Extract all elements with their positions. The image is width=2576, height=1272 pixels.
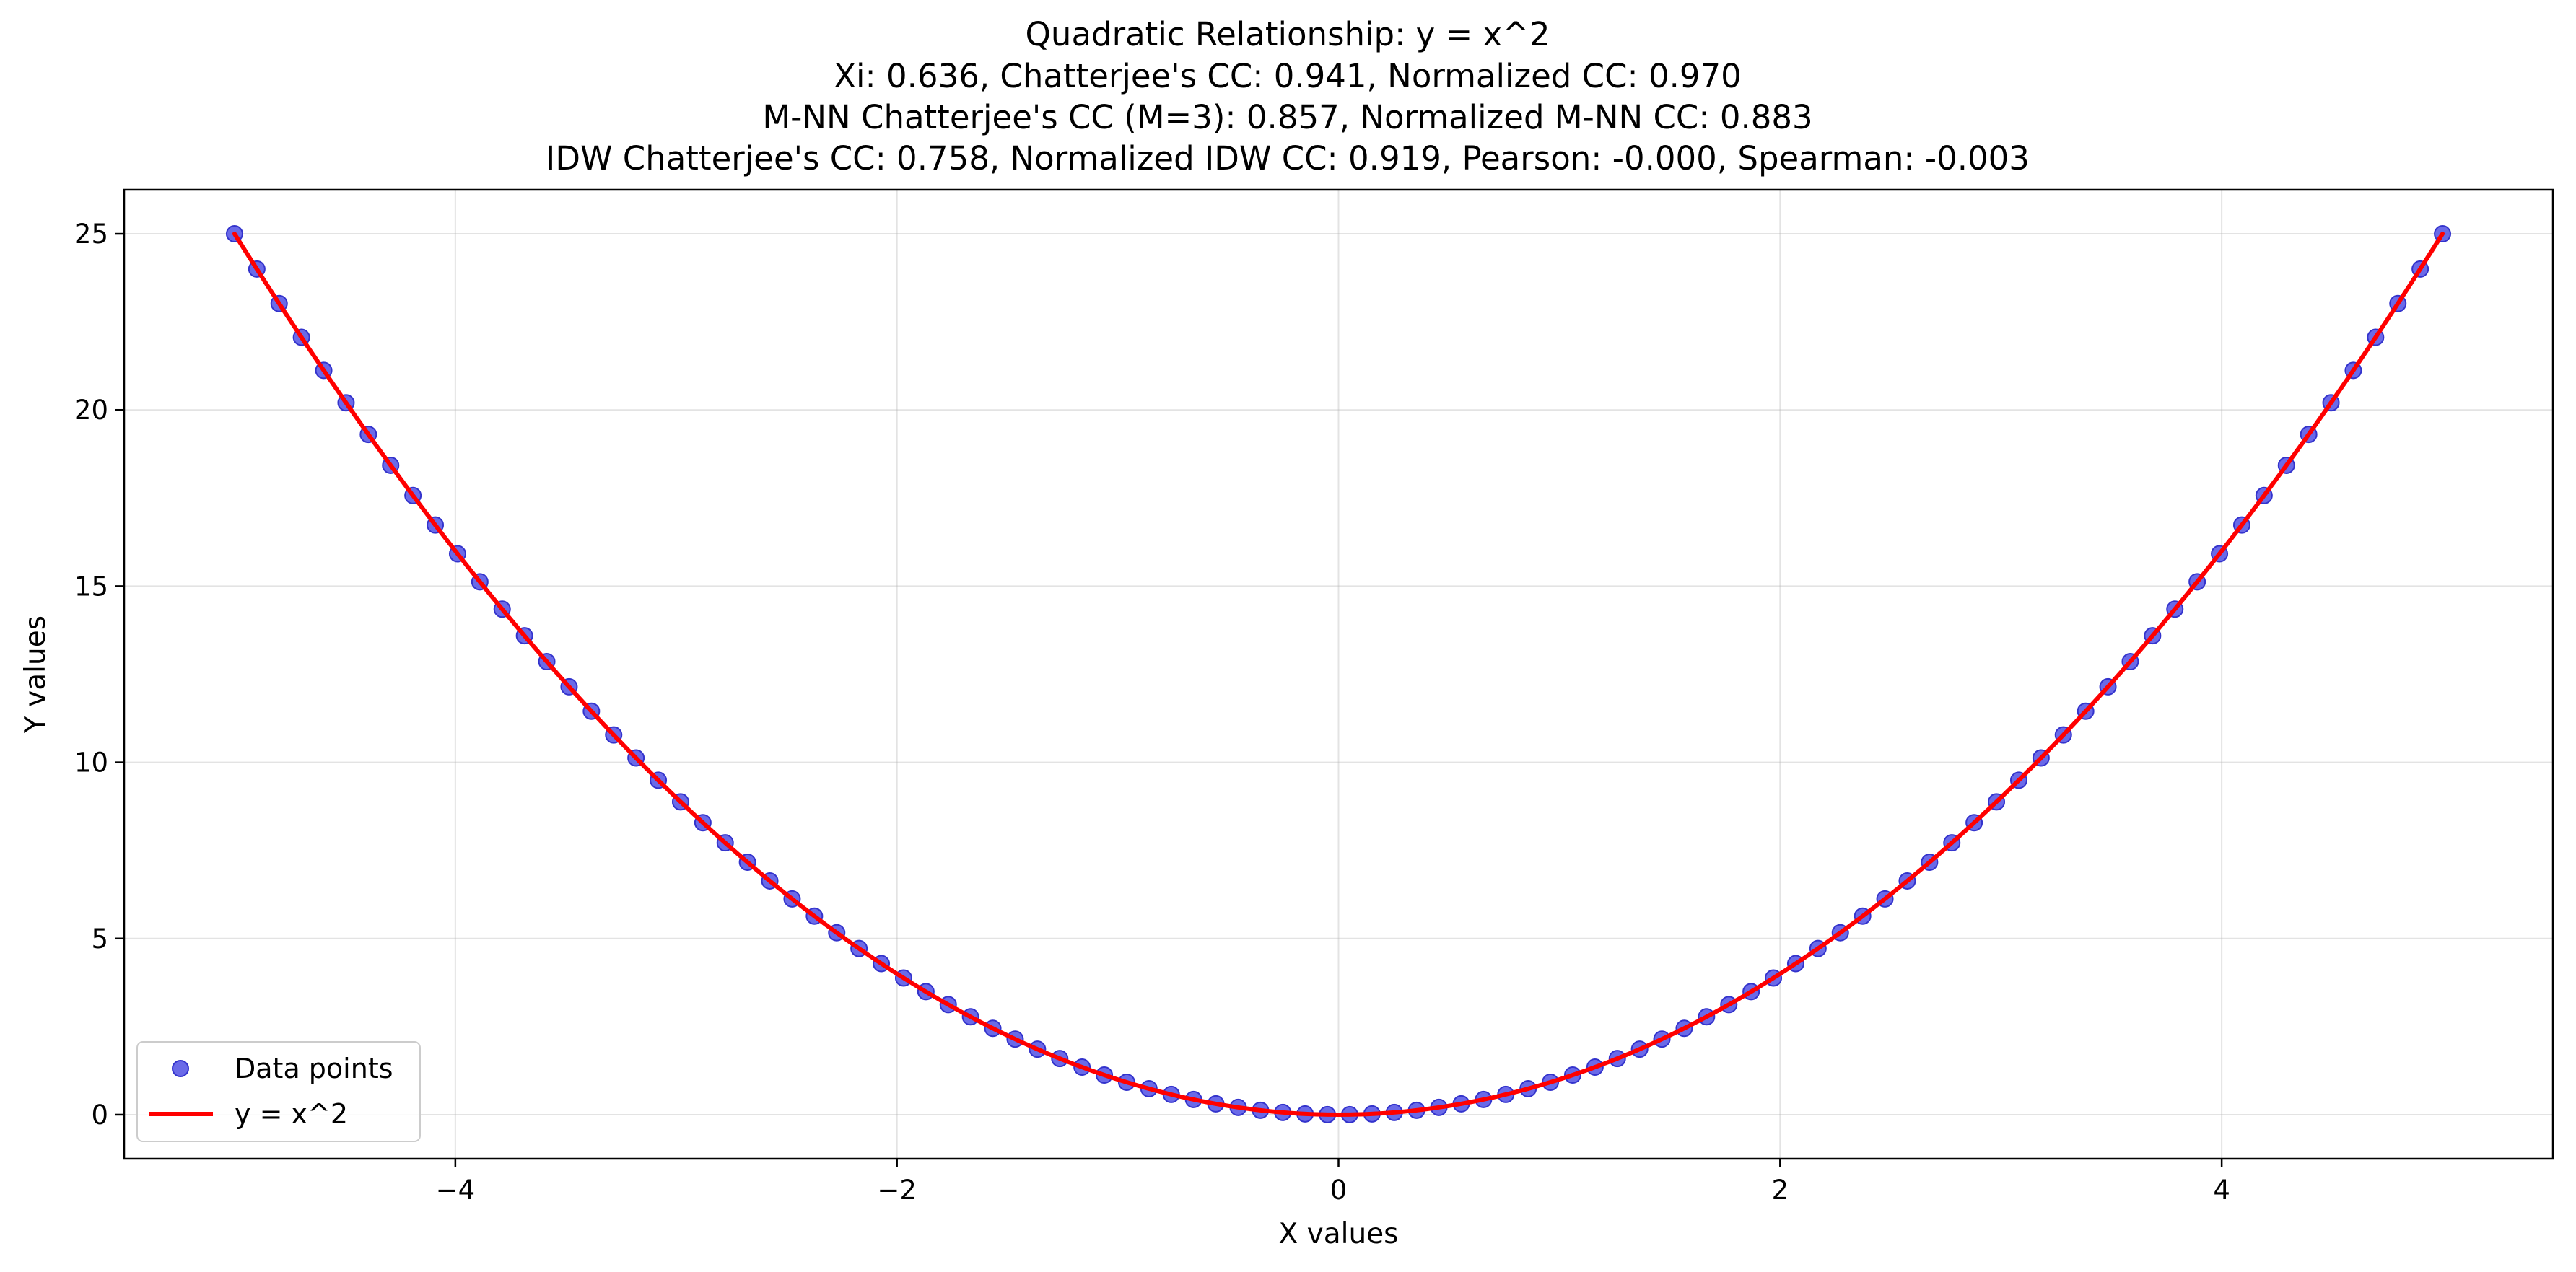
x-tick-label: 0	[1330, 1175, 1348, 1206]
curve-line	[232, 232, 2445, 1117]
y-tick-label: 25	[74, 219, 108, 250]
x-tick-label: −4	[436, 1175, 476, 1206]
x-tick-label: 4	[2213, 1175, 2230, 1206]
y-tick-label: 0	[91, 1100, 108, 1131]
y-tick-label: 15	[74, 571, 108, 602]
x-tick-label: −2	[877, 1175, 917, 1206]
legend-entry-points: Data points	[235, 1053, 393, 1084]
legend-marker-points	[172, 1060, 189, 1077]
x-axis-label: X values	[1279, 1218, 1399, 1250]
legend-entry-line: y = x^2	[235, 1098, 348, 1130]
title-line-2: Xi: 0.636, Chatterjee's CC: 0.941, Norma…	[834, 57, 1742, 95]
grid	[124, 190, 2553, 1159]
title-line-3: M-NN Chatterjee's CC (M=3): 0.857, Norma…	[762, 98, 1812, 136]
x-tick-label: 2	[1772, 1175, 1789, 1206]
axis-ticks: −4 −2 0 2 4 0 5 10 15 20 25	[74, 219, 2230, 1206]
y-tick-label: 5	[91, 924, 108, 955]
y-tick-label: 10	[74, 747, 108, 778]
legend: Data points y = x^2	[136, 1041, 421, 1142]
series-points	[225, 225, 2452, 1123]
y-axis-label: Y values	[19, 615, 52, 734]
legend-box	[136, 1041, 421, 1142]
chart-title: Quadratic Relationship: y = x^2 Xi: 0.63…	[546, 15, 2030, 177]
title-line-4: IDW Chatterjee's CC: 0.758, Normalized I…	[546, 139, 2030, 177]
title-line-1: Quadratic Relationship: y = x^2	[1026, 15, 1550, 53]
y-tick-label: 20	[74, 395, 108, 426]
